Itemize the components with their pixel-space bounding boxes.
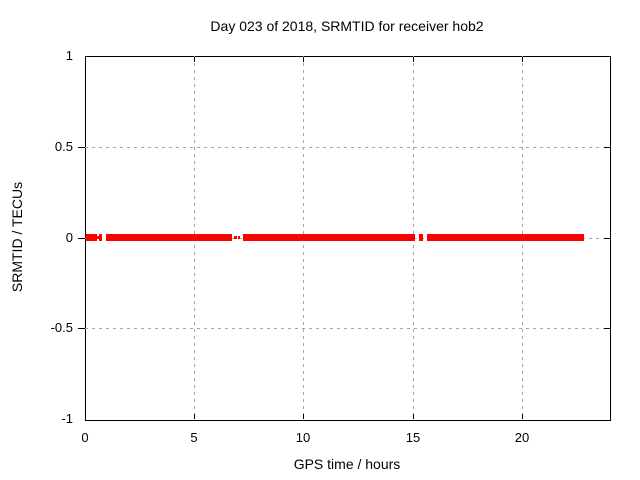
x-tick-label-0: 0 — [81, 430, 89, 445]
data-segment-6 — [243, 234, 415, 241]
x-tick-label-10: 10 — [295, 430, 311, 445]
x-tick-label-20: 20 — [514, 430, 530, 445]
data-segment-2 — [98, 234, 103, 241]
tick-right-y-0 — [604, 238, 610, 239]
tick-right-y--0.5 — [604, 328, 610, 329]
gridline-y-0.5 — [85, 147, 609, 148]
tick-top-x-15 — [413, 57, 414, 62]
x-axis-label: GPS time / hours — [293, 456, 401, 472]
tick-bottom-x-20 — [522, 414, 523, 419]
tick-top-x-10 — [303, 57, 304, 62]
y-tick-label--1: -1 — [61, 411, 73, 426]
tick-right-y-0.5 — [604, 147, 610, 148]
chart-title: Day 023 of 2018, SRMTID for receiver hob… — [210, 18, 484, 34]
y-tick-label-0.5: 0.5 — [54, 139, 73, 154]
tick-left-y--0.5 — [78, 328, 85, 329]
data-segment-5 — [238, 236, 241, 239]
data-segment-0 — [86, 234, 97, 241]
tick-bottom-x-15 — [413, 414, 414, 419]
data-segment-3 — [105, 234, 232, 241]
data-segment-7 — [419, 234, 423, 241]
y-tick-label--0.5: -0.5 — [50, 320, 73, 335]
x-tick-label-5: 5 — [190, 430, 198, 445]
tick-bottom-x-10 — [303, 414, 304, 419]
y-tick-label-0: 0 — [65, 230, 73, 245]
x-tick-label-15: 15 — [405, 430, 421, 445]
tick-left-y-0.5 — [78, 147, 85, 148]
tick-top-x-20 — [522, 57, 523, 62]
tick-left-y-0 — [78, 238, 85, 239]
data-segment-8 — [426, 234, 585, 241]
tick-bottom-x-5 — [194, 414, 195, 419]
data-segment-1 — [97, 236, 99, 239]
data-segment-4 — [233, 236, 237, 239]
y-tick-label-1: 1 — [65, 48, 73, 63]
gridline-y--0.5 — [85, 328, 609, 329]
tick-top-x-5 — [194, 57, 195, 62]
